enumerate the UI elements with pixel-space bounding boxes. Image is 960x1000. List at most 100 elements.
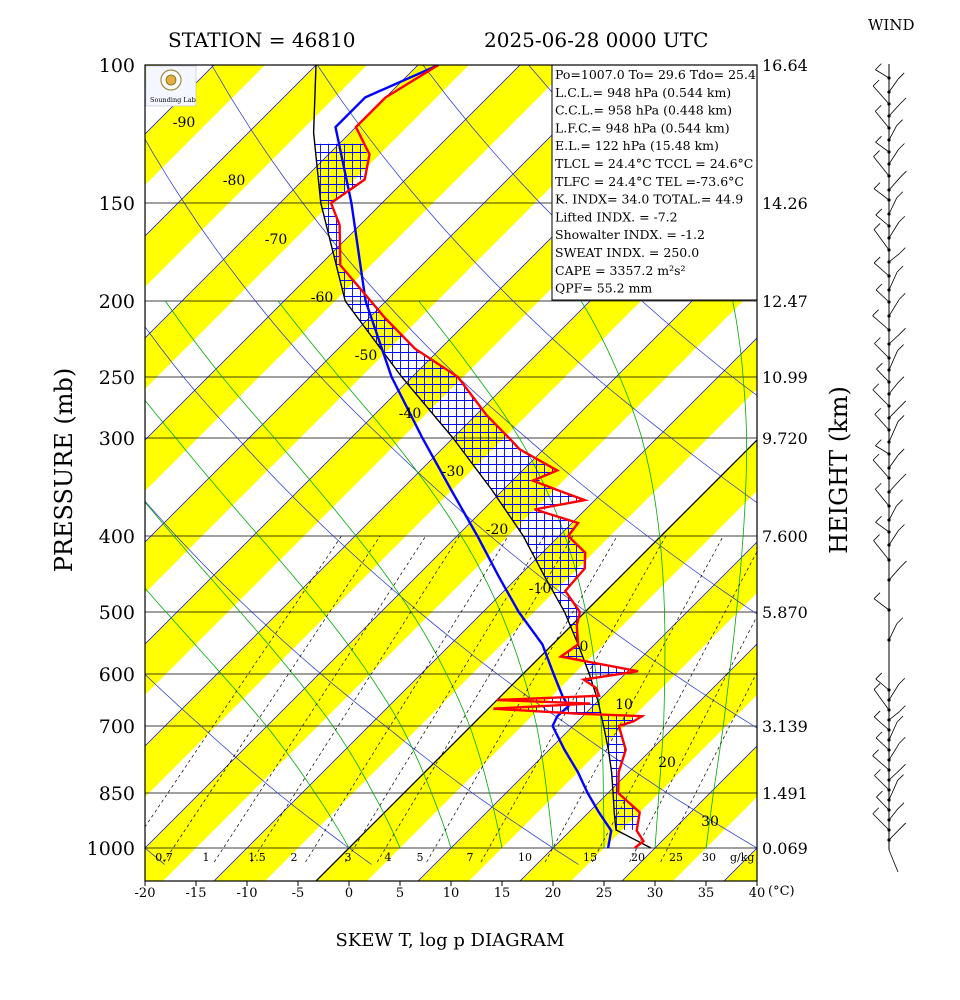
info-line: E.L.= 122 hPa (15.48 km) [555,138,719,153]
wind-barb-flag [873,592,881,599]
dry-adiabat [846,65,960,865]
wind-barb [873,156,890,177]
x-axis-unit: (°C) [768,884,795,899]
wind-barb-flag [873,256,881,264]
info-box: Po=1007.0 To= 29.6 Tdo= 25.4 L.C.L.= 948 … [551,64,758,301]
wind-barb-flag [875,515,882,523]
dry-adiabat [317,65,757,504]
wind-barb [888,253,900,263]
mixing-ratio-label: 10 [518,851,532,864]
mixing-ratio-label: 1.5 [248,851,266,864]
moist-adiabat [705,300,747,849]
wind-barb [875,678,890,691]
mixing-ratio-label: 1 [203,851,210,864]
wind-barb [872,315,890,331]
isotherm-line [145,65,521,441]
wind-barb-flag [896,119,903,126]
pressure-tick-label: 150 [99,193,135,215]
zero-isotherm [315,439,757,881]
isotherm-line [145,65,419,339]
wind-barb [872,459,890,479]
wind-barb-flag [876,362,883,370]
moist-adiabat [145,501,401,849]
wind-barb [888,623,898,641]
isotherm-line [145,65,623,543]
wind-barb-flag [897,415,905,422]
moist-adiabat [145,587,350,849]
wind-barb-flag [873,683,881,690]
wind-barb-flag [898,143,905,150]
pressure-tick-label: 100 [99,55,135,77]
wind-barb-flag [896,191,904,199]
wind-barb-flag [873,534,880,541]
height-tick-label: 9.720 [762,429,808,448]
wind-barb [873,598,890,611]
station-label: STATION = 46810 [168,28,356,52]
wind-barb [888,103,901,117]
x-tick-label: -5 [292,886,305,901]
wind-barb [872,389,890,407]
wind-barb [888,454,899,469]
mixing-ratio-unit: g/kg [730,851,754,864]
datetime-label: 2025-06-28 0000 UTC [484,28,708,52]
pressure-tick-label: 200 [99,291,135,313]
wind-barb [872,85,890,105]
isotherm-label: -20 [486,522,509,538]
wind-barb [888,684,900,701]
wind-barb-flag [873,710,881,718]
wind-barb-flag [900,560,907,568]
wind-barb [873,188,890,201]
dry-adiabat [145,500,579,865]
logo-text: Sounding Lab [150,96,196,104]
height-tick-label: 12.47 [762,292,808,311]
info-line: TLFC = 24.4°C TEL =-73.6°C [555,174,744,189]
wind-barb [872,813,890,831]
wind-barb [888,271,898,291]
dry-adiabat [211,65,757,615]
isotherm-band [145,65,469,389]
isotherm-band [145,65,571,491]
wind-barb-flag [874,769,881,776]
wind-barb [888,808,899,821]
info-line: Lifted INDX. = -7.2 [555,209,678,224]
x-tick-label: -10 [237,886,258,901]
wind-barb-flag [872,453,880,461]
mixing-ratio-line [544,535,724,863]
wind-barb-flag [873,223,881,230]
dewpoint-line [334,65,613,849]
moist-adiabat [580,300,666,849]
sounding-traces: -90 -80 -70 -60 -50 -40 -30 -20 -10 0 10 20 30 0.7 1 1.… [155,65,754,864]
wind-barb [888,406,901,419]
isotherm-label: -80 [223,173,246,189]
wind-barb-flag [874,482,882,490]
wind-barb [873,716,890,731]
moist-adiabat [164,300,503,849]
isotherm-band [145,236,757,881]
wind-barb [888,222,900,239]
mixing-ratio-label: 3 [345,851,352,864]
mixing-ratio-line [345,535,545,863]
height-tick-label: 1.491 [762,784,808,803]
wind-barb [874,489,890,507]
isotherm-label: 20 [658,755,676,771]
pressure-tick-label: 850 [99,783,135,805]
isotherm-label: 30 [701,814,719,830]
wind-barb-flag [898,736,906,744]
isotherm-band [909,55,960,900]
wind-barb [873,540,890,561]
info-line: L.F.C.= 948 hPa (0.544 km) [555,120,730,135]
wind-barb-flag [874,407,882,415]
wind-barb-flag [899,763,906,771]
wind-barb-flag [898,677,906,685]
wind-barb [888,828,901,841]
height-tick-label: 3.139 [762,717,808,736]
isotherm-line [909,55,960,900]
mixing-ratio-line [305,535,509,863]
dry-adiabat [145,138,757,729]
wind-barb-flag [896,715,904,723]
moist-adiabat [145,399,452,849]
mixing-ratio-label: 0.7 [155,851,173,864]
wind-barb [875,521,890,533]
mixing-ratio-label: 4 [385,851,392,864]
